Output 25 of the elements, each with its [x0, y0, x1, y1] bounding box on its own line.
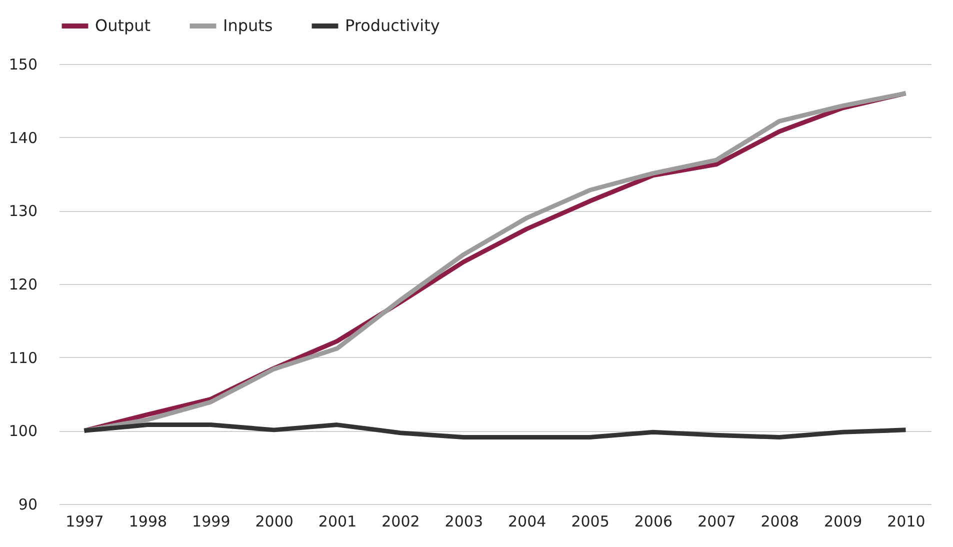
x-tick-label: 2007 [698, 512, 736, 530]
y-tick-label: 120 [8, 276, 38, 294]
line-series [82, 422, 908, 440]
x-tick-label: 2005 [571, 512, 610, 530]
y-tick-label: 140 [8, 128, 38, 147]
x-tick-label: 1999 [192, 512, 230, 530]
y-tick-label: 90 [18, 496, 38, 514]
x-tick-label: 2006 [634, 512, 673, 530]
legend-label: Productivity [345, 16, 440, 35]
x-tick-label: 2003 [444, 512, 483, 530]
x-tick-label: 2000 [255, 512, 294, 530]
x-tick-label: 2010 [887, 512, 926, 530]
legend-label: Inputs [223, 16, 273, 35]
y-tick-label: 150 [8, 56, 38, 74]
x-tick-label: 2008 [760, 512, 799, 530]
y-tick-label: 100 [8, 422, 38, 440]
x-tick-label: 2009 [824, 512, 862, 530]
x-tick-label: 1997 [66, 512, 104, 530]
x-tick-label: 2001 [318, 512, 357, 530]
x-tick-label: 1998 [128, 512, 168, 530]
y-tick-label: 130 [8, 202, 38, 220]
x-tick-label: 2002 [382, 512, 420, 530]
x-tick-label: 2004 [508, 512, 546, 530]
y-tick-label: 110 [8, 348, 38, 367]
legend-label: Output [95, 16, 151, 35]
